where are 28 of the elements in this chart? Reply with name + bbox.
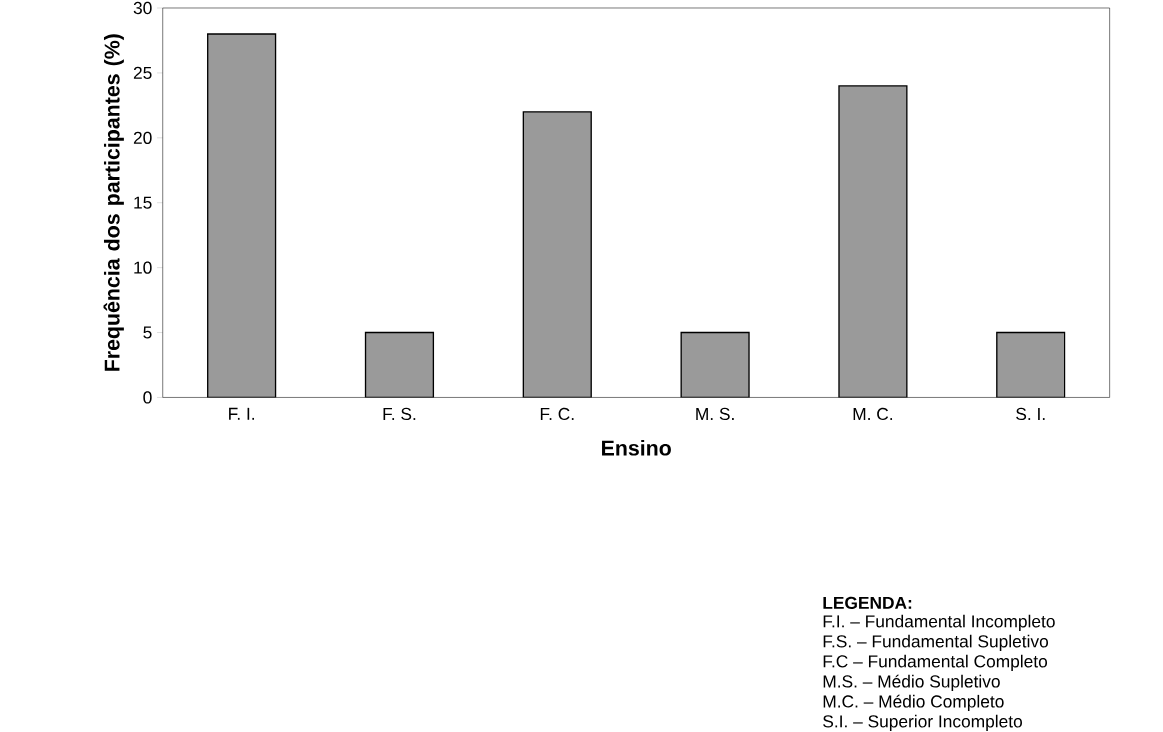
text: M.S. – Médio Supletivo <box>823 674 1000 691</box>
y-tick-label: 10 <box>134 261 152 274</box>
y-tick-label: 20 <box>133 131 152 144</box>
bar <box>838 85 908 398</box>
x-tick-label: F. C. <box>540 407 574 421</box>
y-tick-label: 30 <box>133 1 152 15</box>
text: M.C. – Médio Completo <box>823 694 1004 711</box>
bar <box>996 331 1066 398</box>
text: LEGENDA: <box>823 596 912 609</box>
y-tick-label: 15 <box>134 196 152 209</box>
x-axis-title: Ensino <box>602 439 671 456</box>
bar <box>364 331 435 398</box>
text: S.I. – Superior Incompleto <box>823 714 1022 731</box>
bar <box>522 111 592 398</box>
text: F.I. – Fundamental Incompleto <box>823 614 1055 631</box>
x-tick-label: M. S. <box>696 407 734 421</box>
x-tick-label: F. S. <box>383 407 416 421</box>
bar <box>207 33 277 398</box>
x-tick-label: S. I. <box>1016 407 1045 421</box>
x-tick-label: F. I. <box>229 407 255 420</box>
y-tick-label: 25 <box>133 66 152 79</box>
bar <box>680 331 750 398</box>
y-tick-label: 0 <box>143 391 152 404</box>
y-tick-label: 5 <box>143 326 152 339</box>
x-tick-label: M. C. <box>853 407 893 421</box>
y-axis-title: Frequência dos participantes (%) <box>103 34 124 371</box>
text: F.C – Fundamental Completo <box>823 654 1048 671</box>
text: F.S. – Fundamental Supletivo <box>823 634 1049 651</box>
